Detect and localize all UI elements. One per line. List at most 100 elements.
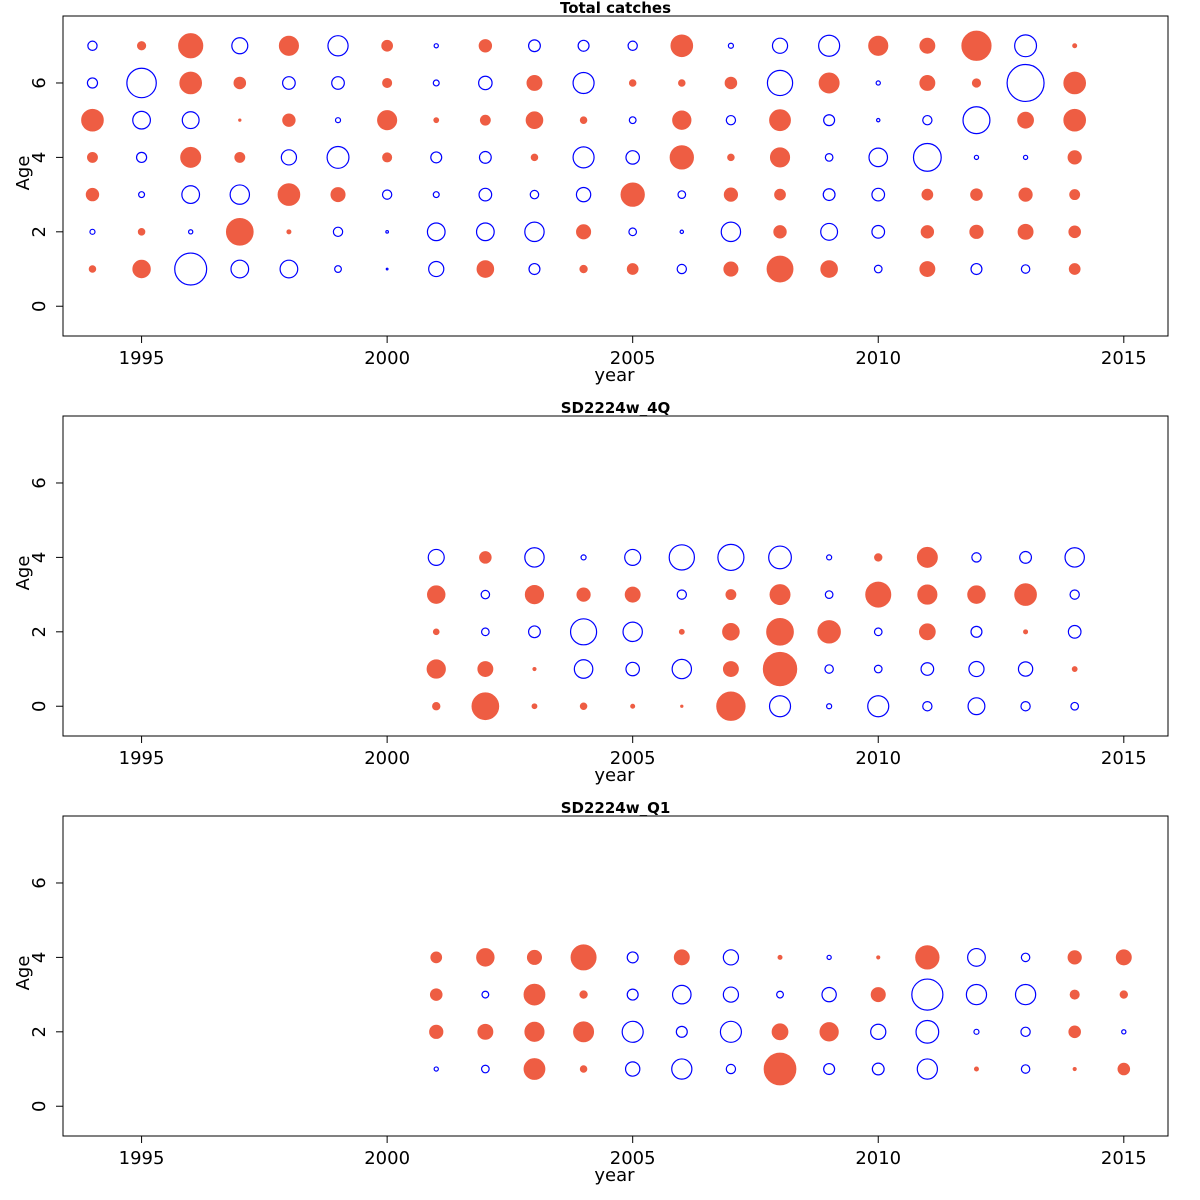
positive-residual-bubble	[919, 37, 936, 54]
positive-residual-bubble	[81, 108, 104, 132]
positive-residual-bubble	[769, 147, 791, 168]
positive-residual-bubble	[1063, 71, 1087, 95]
positive-residual-bubble	[477, 661, 494, 677]
x-tick-label: 2005	[610, 748, 656, 769]
negative-residual-bubble	[334, 117, 342, 124]
positive-residual-bubble	[626, 263, 639, 275]
negative-residual-bubble	[1020, 1026, 1031, 1038]
x-tick-label: 2000	[364, 1148, 410, 1169]
positive-residual-bubble	[277, 183, 301, 206]
negative-residual-bubble	[229, 184, 251, 205]
positive-residual-bubble	[969, 224, 984, 239]
positive-residual-bubble	[920, 225, 935, 239]
negative-residual-bubble	[480, 627, 490, 637]
x-tick-label: 2015	[1101, 348, 1147, 369]
positive-residual-bubble	[820, 260, 838, 278]
negative-residual-bubble	[628, 116, 637, 125]
positive-residual-bubble	[524, 1021, 545, 1042]
positive-residual-bubble	[777, 954, 783, 960]
positive-residual-bubble	[523, 1058, 546, 1080]
positive-residual-bubble	[526, 75, 543, 91]
negative-residual-bubble	[622, 621, 643, 643]
negative-residual-bubble	[771, 37, 789, 54]
y-tick-label: 4	[29, 552, 50, 563]
positive-residual-bubble	[870, 987, 886, 1003]
positive-residual-bubble	[531, 703, 538, 710]
negative-residual-bubble	[768, 695, 792, 718]
negative-residual-bubble	[572, 146, 595, 169]
positive-residual-bubble	[1071, 666, 1078, 672]
x-axis-title: year	[594, 1165, 635, 1186]
positive-residual-bubble	[579, 116, 588, 124]
negative-residual-bubble	[671, 984, 692, 1005]
negative-residual-bubble	[727, 42, 735, 49]
negative-residual-bubble	[624, 548, 642, 566]
positive-residual-bubble	[970, 188, 983, 201]
negative-residual-bubble	[1014, 34, 1038, 58]
negative-residual-bubble	[826, 554, 833, 561]
positive-residual-bubble	[477, 1023, 494, 1040]
positive-residual-bubble	[479, 114, 491, 126]
positive-residual-bubble	[87, 151, 98, 163]
positive-residual-bubble	[680, 704, 684, 708]
positive-residual-bubble	[523, 983, 546, 1006]
negative-residual-bubble	[826, 954, 832, 961]
negative-residual-bubble	[138, 191, 146, 199]
positive-residual-bubble	[579, 990, 588, 999]
positive-residual-bubble	[716, 691, 746, 721]
negative-residual-bubble	[478, 187, 493, 202]
positive-residual-bubble	[433, 117, 440, 124]
negative-residual-bubble	[766, 69, 794, 97]
positive-residual-bubble	[678, 628, 685, 635]
y-axis-title: Age	[13, 956, 34, 991]
positive-residual-bubble	[1017, 223, 1034, 240]
negative-residual-bubble	[430, 151, 443, 164]
negative-residual-bubble	[475, 222, 495, 242]
negative-residual-bubble	[868, 147, 889, 168]
positive-residual-bubble	[381, 39, 393, 52]
negative-residual-bubble	[332, 226, 344, 238]
negative-residual-bubble	[524, 221, 545, 243]
negative-residual-bubble	[132, 110, 151, 130]
positive-residual-bubble	[915, 945, 940, 970]
positive-residual-bubble	[766, 617, 794, 646]
x-tick-label: 2010	[855, 348, 901, 369]
positive-residual-bubble	[382, 77, 393, 88]
positive-residual-bubble	[479, 551, 492, 564]
positive-residual-bubble	[818, 72, 840, 94]
positive-residual-bubble	[769, 109, 791, 132]
positive-residual-bubble	[773, 225, 787, 239]
negative-residual-bubble	[820, 222, 839, 241]
positive-residual-bubble	[769, 584, 791, 606]
negative-residual-bubble	[626, 951, 639, 964]
positive-residual-bubble	[723, 187, 739, 202]
negative-residual-bubble	[1014, 983, 1037, 1006]
negative-residual-bubble	[626, 988, 639, 1001]
y-tick-label: 2	[29, 1026, 50, 1037]
negative-residual-bubble	[873, 627, 883, 637]
negative-residual-bubble	[481, 990, 490, 999]
negative-residual-bubble	[1022, 154, 1029, 161]
negative-residual-bubble	[432, 79, 440, 87]
positive-residual-bubble	[526, 949, 543, 965]
positive-residual-bubble	[579, 264, 588, 274]
negative-residual-bubble	[971, 552, 982, 563]
negative-residual-bubble	[1020, 952, 1031, 963]
negative-residual-bubble	[776, 990, 784, 999]
negative-residual-bubble	[922, 701, 933, 712]
negative-residual-bubble	[624, 1061, 641, 1077]
negative-residual-bubble	[824, 153, 834, 162]
positive-residual-bubble	[817, 620, 841, 644]
negative-residual-bubble	[1017, 661, 1034, 677]
positive-residual-bubble	[429, 1024, 444, 1039]
positive-residual-bubble	[525, 111, 544, 129]
positive-residual-bubble	[432, 628, 440, 636]
positive-residual-bubble	[382, 152, 393, 163]
positive-residual-bubble	[722, 623, 740, 641]
positive-residual-bubble	[432, 702, 441, 711]
negative-residual-bubble	[524, 547, 545, 568]
positive-residual-bubble	[570, 944, 597, 971]
negative-residual-bubble	[381, 189, 393, 200]
